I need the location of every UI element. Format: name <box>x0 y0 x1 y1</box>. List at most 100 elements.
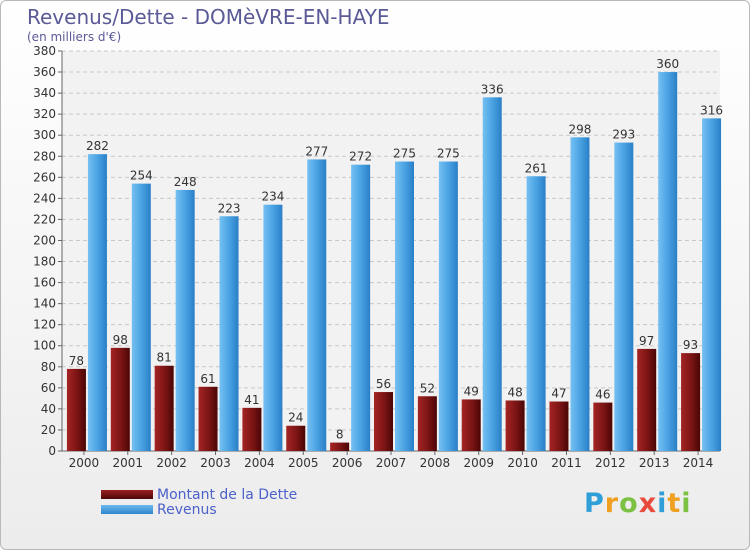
data-label-revenus: 360 <box>656 57 679 71</box>
data-label-dette: 46 <box>595 388 610 402</box>
y-tick-label: 380 <box>33 44 56 58</box>
data-label-dette: 52 <box>420 381 435 395</box>
x-tick-label: 2002 <box>156 456 187 470</box>
bar-revenus <box>307 159 327 451</box>
x-tick-label: 2007 <box>376 456 407 470</box>
y-tick-label: 220 <box>33 212 56 226</box>
bar-dette <box>286 425 306 451</box>
x-tick-label: 2006 <box>332 456 363 470</box>
legend-swatch-dette <box>101 490 153 499</box>
chart-title: Revenus/Dette - DOMèVRE-EN-HAYE <box>27 5 390 29</box>
y-tick-label: 0 <box>48 444 56 458</box>
data-label-dette: 47 <box>551 387 566 401</box>
x-tick-label: 2010 <box>507 456 538 470</box>
data-label-dette: 98 <box>113 333 128 347</box>
data-label-revenus: 261 <box>525 161 548 175</box>
data-label-dette: 78 <box>69 354 84 368</box>
bar-dette <box>330 442 350 451</box>
data-label-revenus: 234 <box>261 190 284 204</box>
data-label-dette: 97 <box>639 334 654 348</box>
data-label-dette: 41 <box>244 393 259 407</box>
y-tick-label: 260 <box>33 170 56 184</box>
data-label-revenus: 272 <box>349 150 372 164</box>
bar-dette <box>417 396 437 451</box>
data-label-revenus: 223 <box>218 201 241 215</box>
x-tick-label: 2008 <box>420 456 451 470</box>
y-tick-label: 280 <box>33 149 56 163</box>
y-tick-label: 40 <box>41 402 56 416</box>
data-label-revenus: 282 <box>86 139 109 153</box>
x-tick-label: 2005 <box>288 456 319 470</box>
x-tick-label: 2001 <box>113 456 144 470</box>
data-label-dette: 8 <box>336 428 344 442</box>
x-tick-label: 2000 <box>69 456 100 470</box>
y-tick-label: 320 <box>33 107 56 121</box>
data-label-dette: 49 <box>464 384 479 398</box>
data-label-dette: 93 <box>683 338 698 352</box>
bar-dette <box>461 399 481 451</box>
bar-dette <box>110 347 130 451</box>
bar-revenus <box>482 97 502 451</box>
data-label-dette: 56 <box>376 377 391 391</box>
data-label-revenus: 298 <box>569 122 592 136</box>
legend-label-revenus: Revenus <box>157 501 217 518</box>
proxiti-logo: Proxiti <box>584 488 692 519</box>
y-tick-label: 360 <box>33 65 56 79</box>
legend-label-dette: Montant de la Dette <box>157 486 298 503</box>
bar-revenus <box>263 204 283 451</box>
y-tick-label: 160 <box>33 276 56 290</box>
legend: Montant de la Dette Revenus <box>101 486 298 518</box>
y-tick-label: 20 <box>41 423 56 437</box>
y-tick-label: 100 <box>33 339 56 353</box>
bar-revenus <box>395 161 414 452</box>
bar-revenus <box>526 176 546 451</box>
data-label-dette: 48 <box>507 385 522 399</box>
legend-item-revenus: Revenus <box>101 501 297 518</box>
bar-revenus <box>614 142 634 451</box>
bar-revenus <box>438 161 458 452</box>
y-tick-label: 200 <box>33 233 56 247</box>
data-label-dette: 81 <box>157 351 172 365</box>
x-tick-label: 2003 <box>200 456 231 470</box>
bar-dette <box>154 365 174 451</box>
bar-dette <box>198 386 218 451</box>
bar-dette <box>242 407 262 451</box>
data-label-revenus: 293 <box>612 128 635 142</box>
bar-revenus <box>175 189 195 451</box>
data-label-revenus: 275 <box>437 147 460 161</box>
x-tick-label: 2004 <box>244 456 275 470</box>
bar-revenus <box>570 137 590 451</box>
bar-revenus <box>131 183 151 451</box>
bar-dette <box>374 392 393 451</box>
data-label-dette: 61 <box>200 372 215 386</box>
legend-item-dette: Montant de la Dette <box>101 486 298 503</box>
data-label-revenus: 248 <box>174 175 197 189</box>
legend-swatch-revenus <box>101 505 153 514</box>
chart-subtitle: (en milliers d'€) <box>27 30 122 44</box>
bar-revenus <box>702 118 722 452</box>
y-tick-label: 180 <box>33 255 56 269</box>
x-tick-label: 2009 <box>463 456 494 470</box>
bar-revenus <box>219 216 239 451</box>
data-label-revenus: 254 <box>130 169 153 183</box>
x-tick-label: 2014 <box>683 456 714 470</box>
x-tick-label: 2013 <box>639 456 670 470</box>
data-label-dette: 24 <box>288 411 303 425</box>
bar-dette <box>593 402 613 451</box>
bar-revenus <box>658 72 678 451</box>
bar-dette <box>505 400 525 451</box>
y-tick-label: 140 <box>33 297 56 311</box>
y-tick-label: 80 <box>41 360 56 374</box>
y-tick-label: 300 <box>33 128 56 142</box>
data-label-revenus: 275 <box>393 147 416 161</box>
data-label-revenus: 277 <box>305 144 328 158</box>
y-tick-label: 120 <box>33 318 56 332</box>
x-tick-label: 2012 <box>595 456 626 470</box>
y-tick-label: 240 <box>33 191 56 205</box>
y-tick-label: 60 <box>41 381 56 395</box>
bar-dette <box>681 353 701 451</box>
data-label-revenus: 336 <box>481 82 504 96</box>
bar-dette <box>549 401 569 451</box>
